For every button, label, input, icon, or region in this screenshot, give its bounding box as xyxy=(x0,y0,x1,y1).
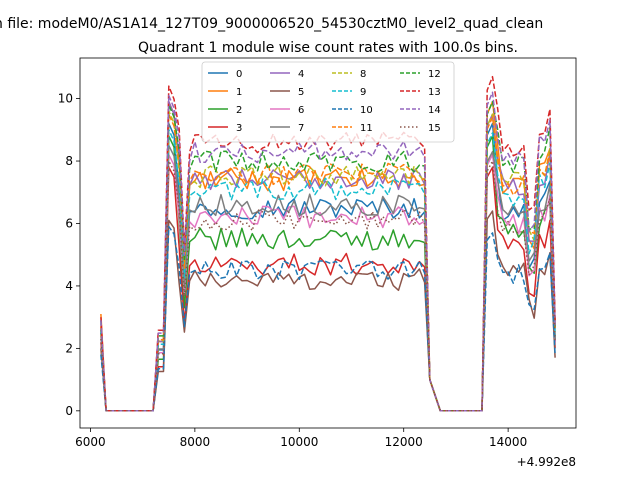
y-tick-label: 0 xyxy=(65,404,73,418)
x-tick-label: 14000 xyxy=(489,435,527,449)
legend-label-10: 10 xyxy=(360,105,373,116)
plot-frame xyxy=(79,57,577,429)
legend-label-11: 11 xyxy=(360,123,373,134)
legend-label-2: 2 xyxy=(236,105,242,116)
legend-label-12: 12 xyxy=(428,69,441,80)
y-axis: 0 2 4 6 8 10 xyxy=(58,92,80,418)
legend-label-4: 4 xyxy=(298,69,304,80)
x-tick-label: 12000 xyxy=(385,435,423,449)
y-tick-label: 6 xyxy=(65,216,73,230)
legend-label-13: 13 xyxy=(428,87,441,98)
legend-label-9: 9 xyxy=(360,87,366,98)
x-tick-label: 8000 xyxy=(180,435,211,449)
legend-label-15: 15 xyxy=(428,123,441,134)
y-tick-label: 8 xyxy=(65,154,73,168)
y-tick-label: 2 xyxy=(65,341,73,355)
legend-box xyxy=(201,61,455,143)
y-tick-label: 4 xyxy=(65,279,73,293)
legend-label-0: 0 xyxy=(236,69,242,80)
x-axis: 6000 8000 10000 12000 14000 xyxy=(75,428,527,449)
legend-label-6: 6 xyxy=(298,105,304,116)
legend-label-3: 3 xyxy=(236,123,242,134)
legend-label-5: 5 xyxy=(298,87,304,98)
x-tick-label: 6000 xyxy=(75,435,106,449)
legend-label-7: 7 xyxy=(298,123,304,134)
x-tick-label: 10000 xyxy=(280,435,318,449)
chart-title: Quadrant 1 module wise count rates with … xyxy=(138,40,518,56)
y-tick-label: 10 xyxy=(58,92,73,106)
figure-suptitle: n file: modeM0/AS1A14_127T09_9000006520_… xyxy=(0,16,543,32)
legend-label-8: 8 xyxy=(360,69,366,80)
series-line-14 xyxy=(100,91,556,412)
plot-lines xyxy=(100,75,556,412)
legend-label-1: 1 xyxy=(236,87,242,98)
x-offset-label: +4.992e8 xyxy=(517,455,576,469)
legend-label-14: 14 xyxy=(428,105,441,116)
